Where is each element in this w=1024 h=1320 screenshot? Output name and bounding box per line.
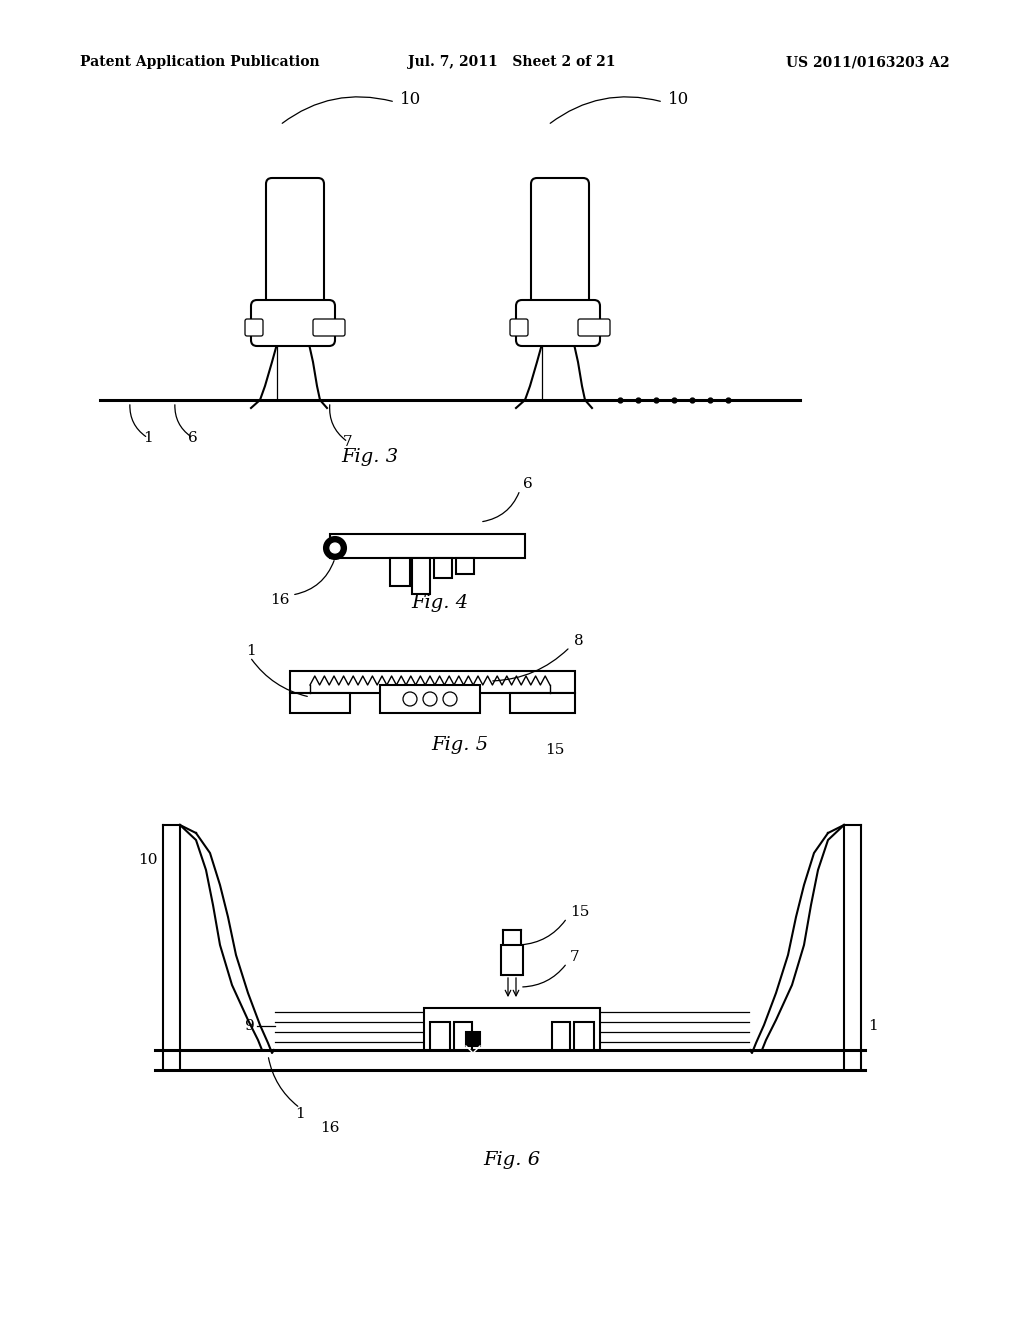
- Circle shape: [330, 543, 340, 553]
- Bar: [330, 535, 525, 558]
- Text: 10: 10: [668, 91, 689, 108]
- Bar: [430, 1022, 450, 1049]
- Text: 1: 1: [295, 1107, 305, 1121]
- FancyBboxPatch shape: [516, 300, 600, 346]
- Bar: [390, 558, 410, 586]
- Text: 9: 9: [246, 1019, 255, 1034]
- Bar: [501, 945, 523, 975]
- Bar: [574, 1022, 594, 1049]
- Bar: [290, 693, 350, 713]
- Circle shape: [443, 692, 457, 706]
- Text: US 2011/0163203 A2: US 2011/0163203 A2: [786, 55, 950, 69]
- Text: 16: 16: [270, 593, 290, 607]
- Text: 1: 1: [868, 1019, 878, 1034]
- Bar: [466, 1032, 480, 1045]
- Text: 15: 15: [545, 743, 564, 756]
- Text: 10: 10: [400, 91, 421, 108]
- Bar: [456, 558, 474, 574]
- Bar: [434, 558, 452, 578]
- Text: 1: 1: [143, 432, 153, 445]
- FancyBboxPatch shape: [313, 319, 345, 337]
- Bar: [412, 558, 430, 594]
- Text: Jul. 7, 2011   Sheet 2 of 21: Jul. 7, 2011 Sheet 2 of 21: [409, 55, 615, 69]
- Text: 6: 6: [188, 432, 198, 445]
- Text: Patent Application Publication: Patent Application Publication: [80, 55, 319, 69]
- Text: 7: 7: [570, 950, 580, 964]
- FancyBboxPatch shape: [266, 178, 324, 338]
- Text: 7: 7: [343, 436, 353, 449]
- FancyBboxPatch shape: [531, 178, 589, 338]
- Bar: [290, 671, 575, 693]
- Circle shape: [423, 692, 437, 706]
- Text: Fig. 3: Fig. 3: [341, 447, 398, 466]
- Bar: [424, 1008, 600, 1049]
- Text: Fig. 6: Fig. 6: [483, 1151, 541, 1170]
- Text: Fig. 5: Fig. 5: [431, 737, 488, 754]
- FancyBboxPatch shape: [245, 319, 263, 337]
- Text: 16: 16: [321, 1121, 340, 1135]
- Text: 8: 8: [574, 634, 584, 648]
- Text: 6: 6: [523, 477, 532, 491]
- FancyBboxPatch shape: [578, 319, 610, 337]
- Text: Fig. 4: Fig. 4: [412, 594, 469, 612]
- Circle shape: [324, 537, 346, 558]
- Text: 1: 1: [246, 644, 256, 657]
- Text: 10: 10: [138, 853, 158, 867]
- FancyBboxPatch shape: [251, 300, 335, 346]
- Bar: [510, 693, 575, 713]
- Bar: [552, 1022, 570, 1049]
- Bar: [380, 685, 480, 713]
- Bar: [454, 1022, 472, 1049]
- FancyBboxPatch shape: [510, 319, 528, 337]
- Circle shape: [403, 692, 417, 706]
- Text: 15: 15: [570, 906, 590, 919]
